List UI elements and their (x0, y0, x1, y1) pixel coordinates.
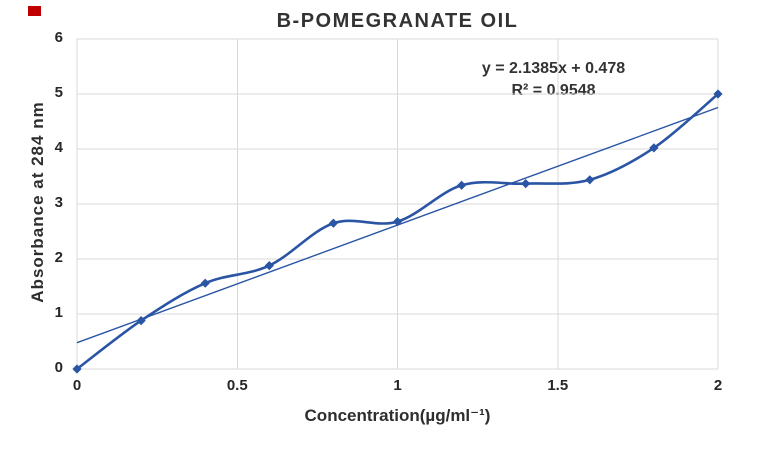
data-point-marker (200, 278, 210, 288)
x-axis-title: Concentration(µg/ml⁻¹) (304, 406, 491, 425)
y-axis-tick-label: 3 (54, 194, 63, 211)
data-point-marker (72, 364, 82, 374)
x-axis-tick-label: 0 (72, 377, 82, 394)
grid-layer (76, 38, 719, 370)
x-axis-tick-label: 2 (713, 377, 723, 394)
data-point-marker (136, 316, 146, 326)
trendline-equation-text: y = 2.1385x + 0.478 (481, 60, 626, 77)
data-point-marker (713, 89, 723, 99)
x-axis-tick-label: 0.5 (226, 377, 248, 394)
red-marker (28, 6, 41, 16)
data-point-marker (392, 217, 403, 227)
data-point-marker (264, 261, 274, 271)
y-axis-tick-label: 5 (54, 84, 63, 101)
data-point-marker (585, 175, 595, 185)
x-axis-tick-label: 1.5 (547, 377, 569, 394)
r-squared-text: R² = 0.9548 (511, 82, 596, 99)
data-point-marker (521, 179, 531, 189)
data-point-marker (457, 180, 467, 190)
y-axis-tick-label: 0 (54, 359, 63, 376)
data-points (72, 89, 723, 374)
chart-title: B-POMEGRANATE OIL (276, 10, 519, 32)
y-axis-tick-label: 4 (54, 139, 63, 156)
trendline-annotation: y = 2.1385x + 0.478 R² = 0.9548 (446, 58, 661, 102)
y-axis-tick-label: 2 (54, 249, 63, 266)
x-axis-tick-label: 1 (393, 377, 402, 394)
data-point-marker (649, 143, 659, 153)
y-axis-tick-label: 1 (54, 304, 63, 321)
y-axis-tick-label: 6 (54, 29, 63, 46)
data-point-marker (328, 218, 338, 228)
